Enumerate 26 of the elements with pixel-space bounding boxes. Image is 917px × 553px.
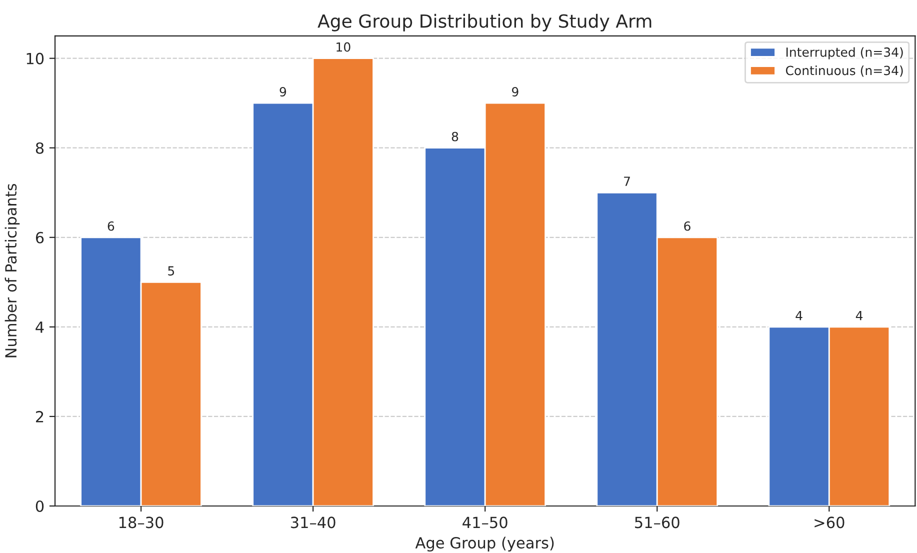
y-tick-label: 10: [26, 52, 44, 64]
y-tick-label: 2: [36, 410, 44, 422]
x-tick-label: 31–40: [290, 516, 336, 528]
data-label: 10: [336, 42, 350, 52]
data-label: 7: [624, 176, 630, 186]
x-tick-label: >60: [814, 516, 844, 528]
x-tick-label: 51–60: [635, 516, 680, 528]
data-label: 6: [108, 221, 114, 231]
data-label: 6: [684, 221, 690, 231]
data-label: 4: [796, 311, 802, 320]
legend-label: Continuous (n=34): [786, 66, 903, 77]
data-label: 4: [856, 311, 863, 320]
y-tick-label: 4: [36, 322, 44, 333]
y-axis-title: Number of Participants: [4, 184, 20, 358]
y-tick-label: 6: [36, 232, 44, 244]
data-label: 8: [452, 132, 458, 142]
x-tick-label: 41–50: [462, 516, 508, 528]
y-tick-label: 0: [36, 500, 44, 512]
data-label: 9: [512, 87, 518, 97]
legend-label: Interrupted (n=34): [786, 47, 903, 60]
x-axis-title: Age Group (years): [415, 536, 554, 552]
y-tick-label: 8: [36, 142, 44, 154]
data-label: 5: [168, 266, 174, 276]
x-tick-label: 18–30: [119, 516, 164, 528]
data-label: 9: [280, 87, 286, 97]
chart-title: Age Group Distribution by Study Arm: [318, 14, 652, 32]
